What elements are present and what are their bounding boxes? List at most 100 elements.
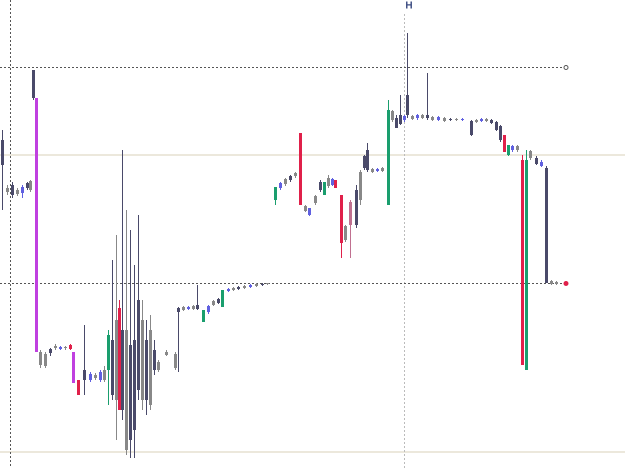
candle-body	[118, 308, 121, 410]
candle-body	[327, 178, 330, 186]
candle-body	[355, 190, 358, 225]
candle-body	[521, 160, 524, 365]
candles	[1, 33, 558, 458]
candle-body	[363, 156, 366, 168]
candle-body	[39, 352, 42, 365]
candle-body	[232, 288, 235, 290]
candle-body	[395, 118, 398, 128]
candle-body	[32, 70, 35, 98]
candle-body	[495, 122, 498, 130]
candle-body	[153, 350, 156, 370]
candle-body	[137, 300, 140, 390]
candle-body	[99, 372, 102, 380]
candle-body	[177, 308, 180, 312]
candle-body	[266, 283, 269, 284]
candle-body	[249, 285, 252, 287]
candle-body	[516, 146, 519, 150]
candle-body	[334, 180, 337, 188]
candle-body	[550, 281, 553, 284]
candle-body	[443, 118, 446, 121]
candle-body	[437, 117, 440, 120]
candle-body	[196, 305, 199, 309]
candle-body	[331, 179, 334, 185]
candle-body	[485, 119, 488, 121]
candle-body	[49, 349, 52, 353]
candle-body	[299, 133, 302, 205]
candle-body	[133, 340, 136, 430]
candle-body	[174, 354, 177, 368]
candle-body	[6, 188, 9, 192]
current-price-dot[interactable]	[563, 281, 569, 286]
candle-body	[103, 370, 106, 380]
candle-body	[359, 172, 362, 200]
candle-body	[366, 150, 369, 170]
candle-body	[289, 176, 292, 180]
level-handle[interactable]	[563, 65, 569, 70]
candle-body	[261, 284, 264, 285]
high-marker: H	[405, 1, 412, 12]
candle-body	[535, 158, 538, 164]
candle-body	[274, 187, 277, 200]
candle-body	[145, 340, 148, 400]
candle-body	[255, 284, 258, 286]
candle-body	[121, 330, 124, 410]
candle-body	[507, 145, 510, 155]
candle-body	[77, 380, 80, 395]
candle-body	[35, 98, 38, 352]
candle-body	[529, 151, 532, 158]
candle-body	[449, 119, 452, 120]
candle-body	[314, 196, 317, 203]
candle-body	[141, 320, 144, 400]
candle-body	[525, 160, 528, 370]
candle-body	[411, 116, 414, 119]
candle-body	[371, 169, 374, 172]
candle-body	[426, 115, 429, 118]
candle-body	[503, 135, 506, 152]
candle-body	[475, 120, 478, 122]
candle-body	[29, 181, 32, 190]
candle-body	[11, 185, 14, 195]
candle-body	[111, 340, 114, 395]
candle-body	[59, 347, 62, 349]
candle-body	[165, 352, 168, 355]
candle-body	[115, 320, 118, 400]
candle-body	[212, 301, 215, 305]
candle-body	[431, 117, 434, 120]
candle-body	[308, 208, 311, 215]
candle-body	[461, 119, 464, 120]
candle-body	[72, 352, 75, 383]
candle-body	[129, 345, 132, 440]
candle-body	[376, 169, 379, 171]
candle-body	[279, 183, 282, 188]
candle-body	[26, 183, 29, 188]
candle-body	[182, 307, 185, 310]
candle-body	[381, 168, 384, 171]
candle-body	[157, 362, 160, 370]
candle-body	[470, 121, 473, 135]
candle-body	[294, 173, 297, 176]
candle-body	[344, 226, 347, 240]
candle-body	[284, 179, 287, 184]
candle-body	[125, 330, 128, 450]
candle-body	[221, 290, 224, 307]
candle-body	[54, 346, 57, 348]
candle-body	[243, 286, 246, 288]
candle-body	[480, 119, 483, 121]
candle-body	[149, 330, 152, 405]
candle-body	[391, 111, 394, 120]
candle-body	[406, 95, 409, 115]
candle-body	[455, 119, 458, 120]
candle-body	[21, 187, 24, 193]
candle-body	[319, 182, 322, 190]
candle-body	[44, 354, 47, 366]
candle-body	[16, 190, 19, 194]
candle-body	[237, 287, 240, 289]
candle-body	[416, 115, 419, 118]
candle-body	[1, 140, 4, 165]
candle-body	[304, 206, 307, 211]
candle-body	[192, 306, 195, 309]
candle-body	[490, 120, 493, 123]
candle-body	[545, 168, 548, 283]
